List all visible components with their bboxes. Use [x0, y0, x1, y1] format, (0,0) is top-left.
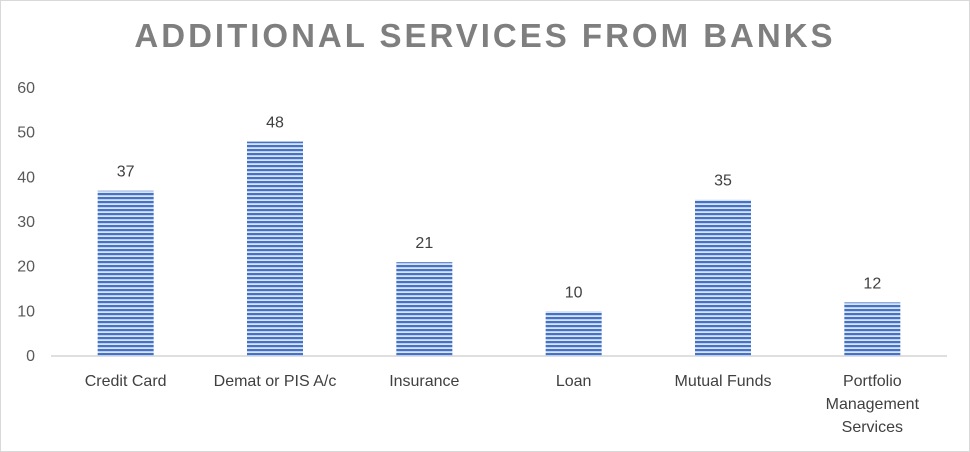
- y-tick-label: 40: [17, 169, 35, 186]
- data-label: 21: [415, 235, 433, 252]
- data-label: 37: [117, 164, 135, 181]
- y-tick-label: 60: [17, 80, 35, 97]
- bar: [695, 199, 751, 356]
- category-label: Loan: [556, 373, 592, 390]
- category-label: Mutual Funds: [675, 373, 772, 390]
- category-label: Portfolio Management Services: [826, 373, 920, 436]
- data-label: 10: [565, 284, 583, 301]
- y-tick-label: 50: [17, 125, 35, 142]
- bar: [844, 302, 901, 356]
- data-label: 35: [714, 173, 732, 190]
- y-tick-label: 30: [17, 214, 35, 231]
- y-tick-label: 0: [26, 348, 35, 365]
- category-label: Demat or PIS A/c: [214, 373, 337, 390]
- data-label: 12: [863, 275, 881, 292]
- category-label: Credit Card: [85, 373, 167, 390]
- category-label: Insurance: [389, 373, 459, 390]
- y-tick-label: 20: [17, 259, 35, 276]
- bar: [396, 262, 453, 356]
- y-tick-label: 10: [17, 303, 35, 320]
- chart-title: ADDITIONAL SERVICES FROM BANKS: [134, 17, 836, 54]
- bar: [545, 311, 602, 356]
- bar: [247, 141, 303, 356]
- data-label: 48: [266, 115, 284, 132]
- bar: [97, 190, 154, 356]
